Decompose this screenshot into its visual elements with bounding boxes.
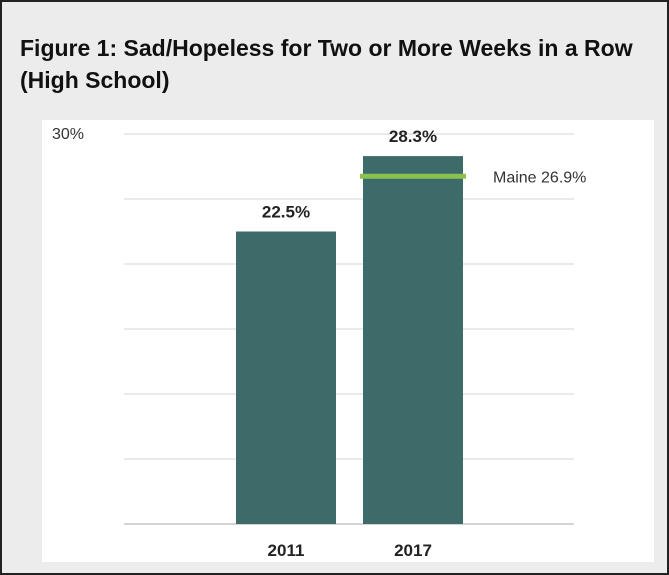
x-tick-label-2011: 2011 xyxy=(268,541,305,560)
bar-2011 xyxy=(236,231,336,524)
reference-line-label: Maine 26.9% xyxy=(493,169,586,186)
data-label-2017: 28.3% xyxy=(389,127,437,146)
bar-chart: 30% 22.5% 2011 28.3% 2017 Maine 26.9% xyxy=(52,126,586,560)
chart-area: 30% 22.5% 2011 28.3% 2017 Maine 26.9% xyxy=(42,120,654,562)
x-tick-label-2017: 2017 xyxy=(394,541,432,560)
bar-2017 xyxy=(363,156,463,524)
figure-title: Figure 1: Sad/Hopeless for Two or More W… xyxy=(20,35,633,93)
y-tick-label: 30% xyxy=(52,126,84,143)
data-label-2011: 22.5% xyxy=(262,203,310,222)
